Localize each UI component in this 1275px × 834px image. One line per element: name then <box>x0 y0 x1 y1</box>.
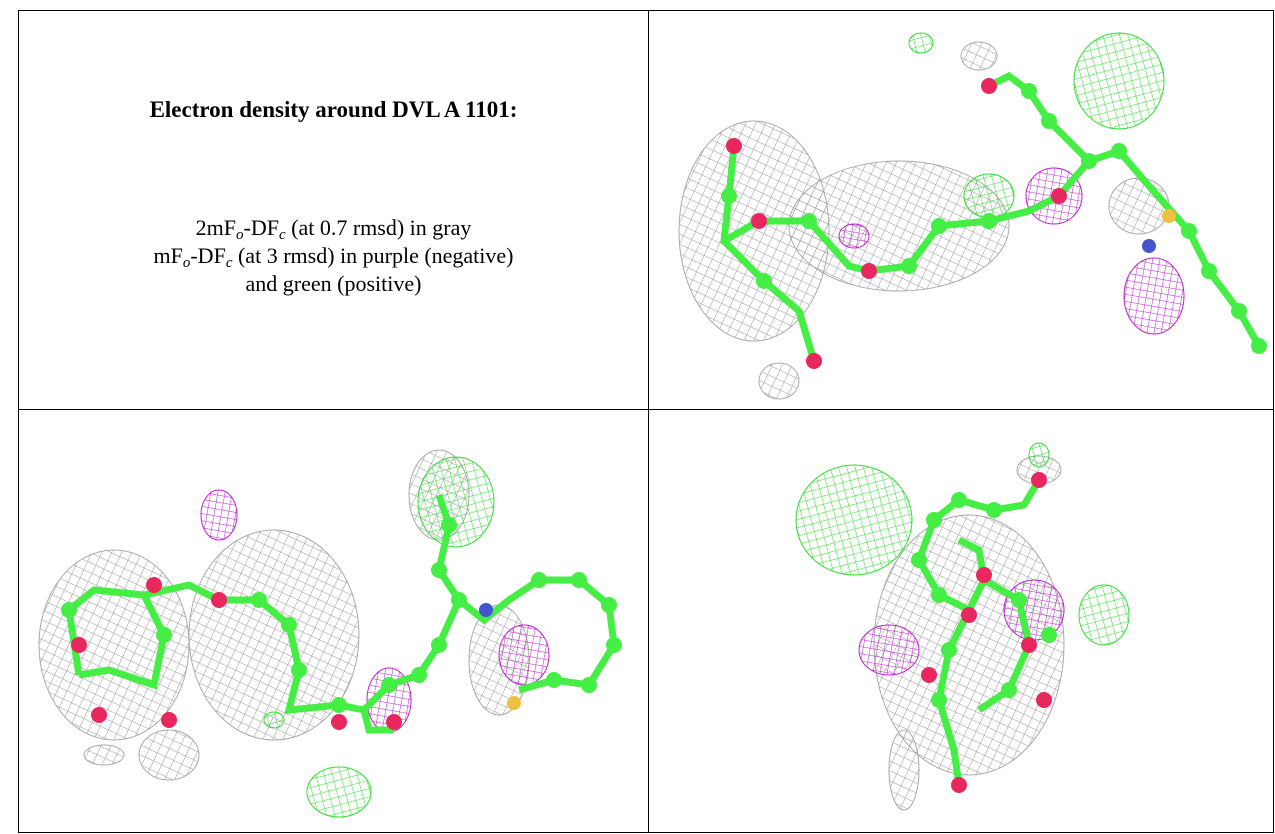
density-view <box>649 410 1273 833</box>
text: -DF <box>244 215 279 240</box>
subscript: c <box>279 227 286 243</box>
density-view <box>649 11 1273 408</box>
text: and green (positive) <box>246 271 422 296</box>
text: -DF <box>190 243 225 268</box>
legend-line: 2mFo-DFc (at 0.7 rmsd) in gray <box>19 214 648 242</box>
text: mF <box>154 243 183 268</box>
density-view <box>19 410 648 833</box>
caption-title: Electron density around DVL A 1101: <box>19 97 648 123</box>
caption-cell: Electron density around DVL A 1101: 2mFo… <box>19 11 648 409</box>
page: Electron density around DVL A 1101: 2mFo… <box>0 0 1275 834</box>
text: (at 3 rmsd) in purple (negative) <box>232 243 513 268</box>
text: (at 0.7 rmsd) in gray <box>286 215 472 240</box>
legend-line: mFo-DFc (at 3 rmsd) in purple (negative) <box>19 242 648 270</box>
legend-line: and green (positive) <box>19 270 648 298</box>
table: Electron density around DVL A 1101: 2mFo… <box>18 10 1274 833</box>
molecule <box>721 76 1267 369</box>
subscript: o <box>236 227 244 243</box>
text: 2mF <box>196 215 236 240</box>
caption-legend: 2mFo-DFc (at 0.7 rmsd) in gray mFo-DFc (… <box>19 214 648 298</box>
